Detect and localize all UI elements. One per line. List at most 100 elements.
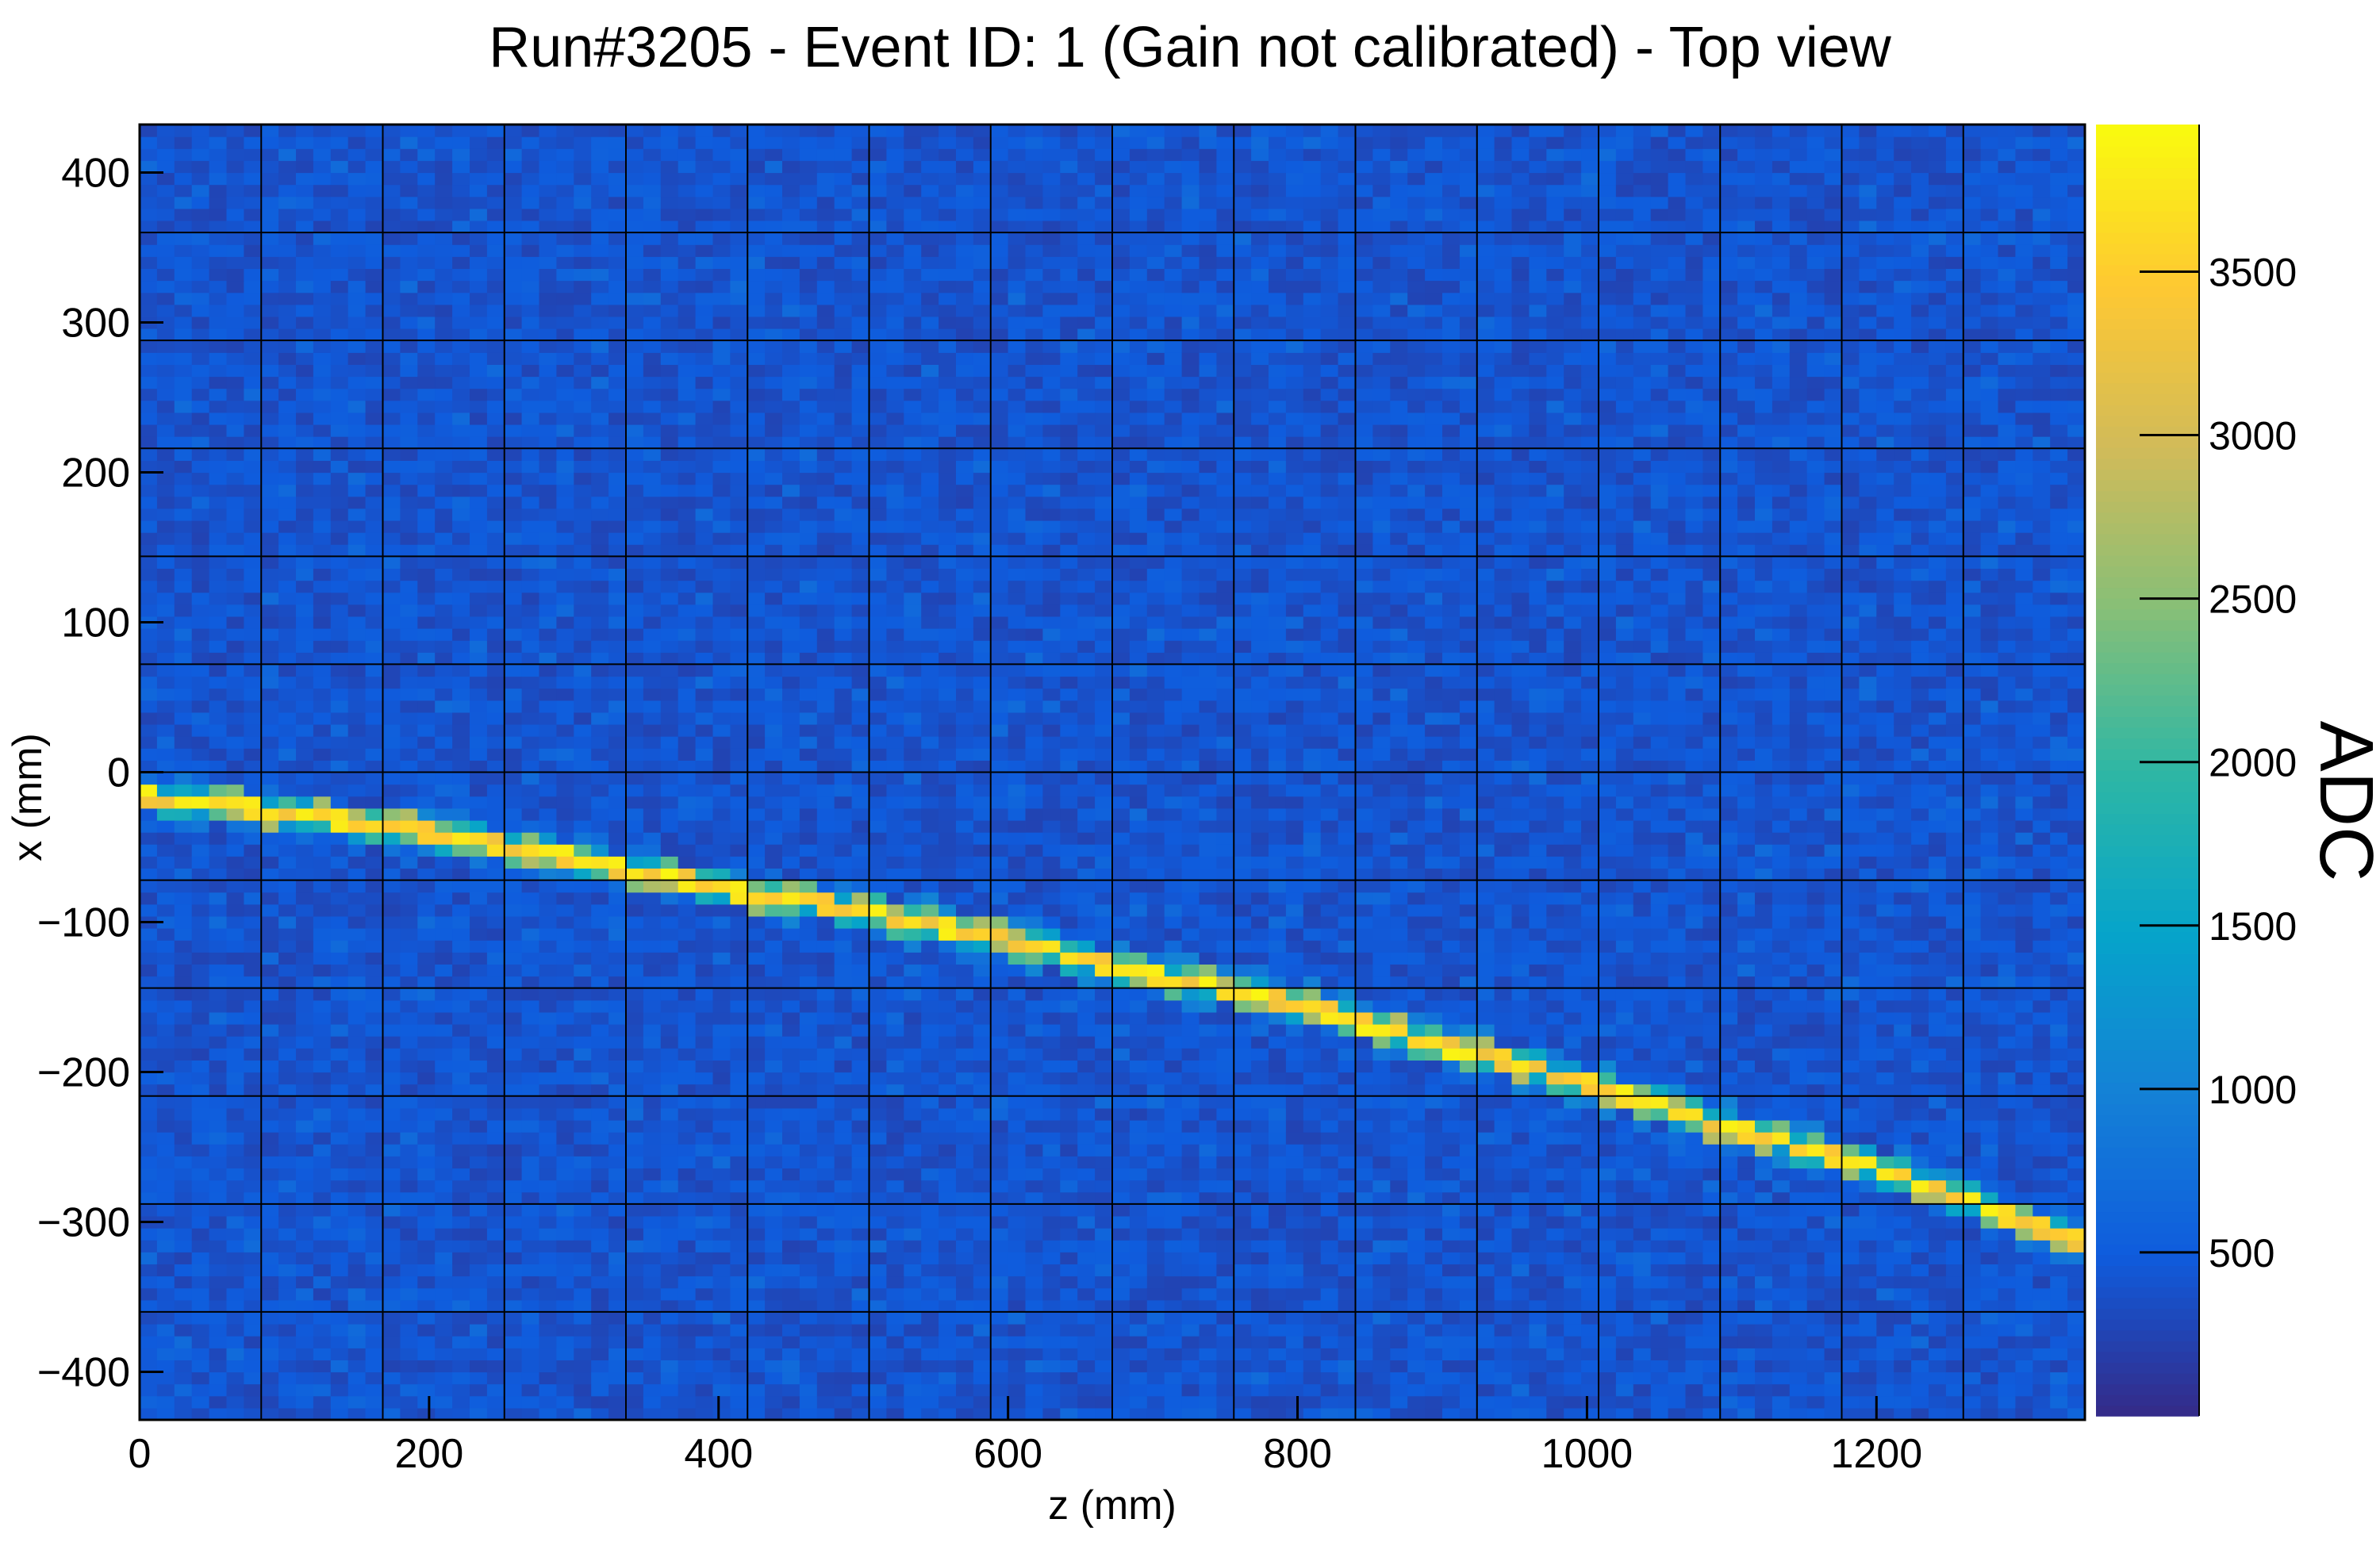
- heatmap-cell: [695, 688, 714, 701]
- heatmap-cell: [678, 160, 697, 174]
- heatmap-cell: [591, 316, 609, 329]
- heatmap-cell: [730, 676, 748, 689]
- heatmap-cell: [209, 352, 228, 365]
- heatmap-cell: [417, 1024, 436, 1037]
- heatmap-cell: [365, 148, 384, 161]
- heatmap-cell: [174, 1264, 193, 1277]
- heatmap-cell: [886, 568, 904, 581]
- heatmap-cell: [521, 304, 540, 317]
- heatmap-cell: [330, 544, 349, 557]
- heatmap-cell: [435, 1324, 453, 1337]
- heatmap-cell: [400, 448, 418, 461]
- heatmap-cell: [782, 736, 800, 749]
- heatmap-cell: [799, 221, 818, 233]
- heatmap-cell: [712, 1048, 731, 1061]
- heatmap-cell: [347, 940, 367, 953]
- heatmap-cell: [678, 1407, 697, 1421]
- heatmap-cell: [782, 784, 800, 797]
- heatmap-cell: [417, 221, 436, 233]
- heatmap-cell: [643, 1324, 662, 1337]
- heatmap-cell: [365, 436, 384, 449]
- heatmap-cell: [747, 520, 766, 533]
- heatmap-cell: [834, 1228, 853, 1241]
- heatmap-cell: [486, 568, 505, 581]
- heatmap-cell: [591, 640, 609, 653]
- heatmap-cell: [695, 1084, 714, 1097]
- heatmap-cell: [470, 484, 488, 497]
- heatmap-cell: [470, 448, 488, 461]
- heatmap-cell: [643, 544, 662, 557]
- heatmap-cell: [191, 700, 210, 713]
- heatmap-cell: [174, 568, 193, 581]
- heatmap-cell: [851, 1072, 870, 1085]
- heatmap-cell: [643, 1299, 662, 1313]
- heatmap-cell: [765, 616, 783, 629]
- heatmap-cell: [470, 724, 488, 737]
- heatmap-cell: [140, 388, 158, 401]
- heatmap-cell: [470, 160, 488, 174]
- heatmap-cell: [747, 724, 766, 737]
- heatmap-cell: [347, 1180, 367, 1193]
- heatmap-cell: [626, 1395, 644, 1409]
- heatmap-cell: [226, 1168, 244, 1181]
- heatmap-cell: [347, 1203, 367, 1217]
- heatmap-cell: [140, 340, 158, 353]
- heatmap-cell: [747, 676, 766, 689]
- heatmap-cell: [712, 796, 731, 809]
- heatmap-cell: [591, 1048, 609, 1061]
- heatmap-cell: [504, 125, 523, 137]
- heatmap-cell: [191, 568, 210, 581]
- heatmap-cell: [313, 604, 332, 617]
- heatmap-cell: [452, 1191, 470, 1205]
- heatmap-cell: [330, 1216, 349, 1229]
- heatmap-cell: [678, 688, 697, 701]
- heatmap-cell: [851, 280, 870, 293]
- heatmap-cell: [869, 952, 887, 965]
- heatmap-cell: [626, 221, 644, 233]
- heatmap-cell: [574, 472, 592, 485]
- heatmap-cell: [851, 532, 870, 545]
- heatmap-cell: [626, 244, 644, 257]
- heatmap-cell: [886, 664, 904, 677]
- heatmap-cell: [226, 1287, 244, 1301]
- heatmap-cell: [313, 1383, 332, 1397]
- heatmap-cell: [660, 1203, 679, 1217]
- heatmap-cell: [834, 125, 853, 137]
- heatmap-cell: [695, 472, 714, 485]
- heatmap-cell: [712, 1299, 731, 1313]
- heatmap-cell: [347, 880, 367, 893]
- heatmap-cell: [191, 940, 210, 953]
- heatmap-cell: [747, 508, 766, 521]
- heatmap-cell: [452, 136, 470, 149]
- heatmap-cell: [278, 580, 297, 593]
- heatmap-cell: [417, 1371, 436, 1385]
- heatmap-cell: [799, 796, 818, 809]
- heatmap-cell: [417, 1383, 436, 1397]
- heatmap-cell: [695, 1144, 714, 1156]
- heatmap-cell: [330, 1011, 349, 1025]
- heatmap-cell: [191, 388, 210, 401]
- heatmap-cell: [244, 1036, 262, 1049]
- heatmap-cell: [765, 484, 783, 497]
- heatmap-cell: [382, 1072, 401, 1085]
- heatmap-cell: [678, 172, 697, 186]
- heatmap-cell: [851, 676, 870, 689]
- heatmap-cell: [470, 1095, 488, 1109]
- heatmap-cell: [365, 964, 384, 977]
- heatmap-cell: [261, 1252, 279, 1264]
- heatmap-cell: [452, 640, 470, 653]
- heatmap-cell: [886, 1180, 904, 1193]
- heatmap-cell: [435, 1144, 453, 1156]
- heatmap-cell: [869, 280, 887, 293]
- heatmap-cell: [191, 664, 210, 677]
- heatmap-cell: [417, 1180, 436, 1193]
- heatmap-cell: [695, 1371, 714, 1385]
- heatmap-cell: [504, 628, 523, 641]
- heatmap-cell: [695, 976, 714, 989]
- heatmap-cell: [313, 856, 332, 869]
- heatmap-cell: [330, 1120, 349, 1133]
- heatmap-cell: [574, 1107, 592, 1121]
- heatmap-cell: [591, 1240, 609, 1252]
- heatmap-cell: [261, 256, 279, 269]
- heatmap-cell: [626, 1407, 644, 1421]
